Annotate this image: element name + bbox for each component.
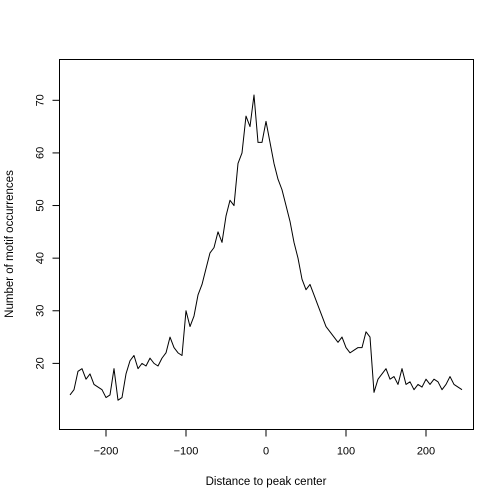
x-axis-label: Distance to peak center: [206, 476, 327, 488]
series-line-0: [69, 94, 463, 401]
x-tick-label: 0: [263, 446, 269, 458]
x-tick-label: −200: [94, 446, 119, 458]
plot-frame: [59, 59, 474, 430]
y-tick-label: 60: [35, 147, 47, 159]
y-tick-label: 20: [35, 357, 47, 369]
y-tick-label: 30: [35, 305, 47, 317]
y-axis: 20 30 40 50 60 70: [35, 94, 60, 370]
x-tick-label: −100: [174, 446, 199, 458]
x-tick-label: 100: [337, 446, 355, 458]
series-layer: [69, 94, 463, 401]
y-axis-label: Number of motif occurrences: [4, 170, 16, 318]
y-tick-label: 70: [35, 94, 47, 106]
x-tick-label: 200: [417, 446, 435, 458]
x-axis: −200 −100 0 100 200: [94, 429, 435, 458]
y-tick-label: 40: [35, 252, 47, 264]
y-tick-label: 50: [35, 199, 47, 211]
